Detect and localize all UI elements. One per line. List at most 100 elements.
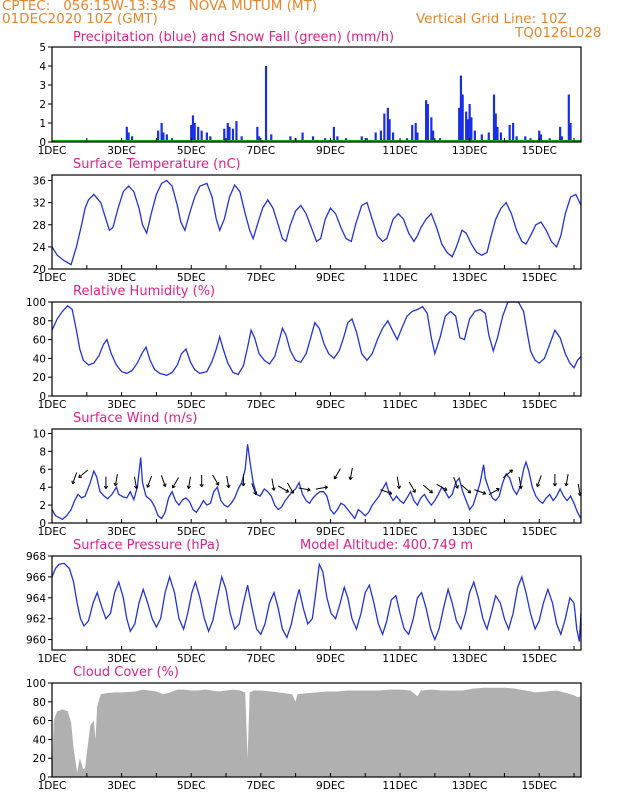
wind-arrow — [226, 475, 231, 489]
wind-arrow-head — [188, 485, 191, 489]
wind-arrow-head — [483, 490, 487, 495]
x-tick-label: 15DEC — [522, 526, 557, 538]
wind-arrow — [251, 483, 258, 496]
wind-arrow-shaft — [408, 481, 416, 493]
wind-arrow-shaft — [461, 484, 472, 494]
x-tick-label: 9DEC — [316, 399, 345, 411]
x-tick-label: 5DEC — [177, 653, 206, 665]
x-tick-label: 1DEC — [38, 145, 67, 157]
wind-arrow — [348, 467, 353, 481]
wind-arrow-head — [105, 485, 109, 489]
wind-arrow-head — [520, 485, 523, 489]
header-grid-note: Vertical Grid Line: 10Z — [416, 11, 567, 27]
x-tick-label: 13DEC — [452, 145, 487, 157]
wind-arrow-shaft — [502, 469, 513, 479]
wind-arrow — [502, 469, 513, 479]
x-tick-label: 1DEC — [38, 399, 67, 411]
wind-arrow — [271, 478, 276, 491]
header-code: TQ0126L028 — [515, 25, 602, 41]
wind-arrow — [186, 476, 192, 489]
wind-arrow-head — [349, 476, 353, 481]
y-tick-label: 8 — [39, 446, 46, 458]
panel-title: Relative Humidity (%) — [73, 284, 215, 299]
panel-5: Cloud Cover (%) 0 20 40 60 80 100 1DEC 3DEC 5DEC 7… — [26, 665, 582, 792]
wind-arrow — [474, 489, 487, 495]
wind-arrow-head — [273, 487, 276, 491]
y-tick-label: 40 — [33, 353, 46, 365]
x-tick-label: 5DEC — [177, 399, 206, 411]
x-tick-label: 13DEC — [452, 526, 487, 538]
wind-arrow — [146, 476, 152, 488]
wind-arrow — [78, 469, 89, 479]
plot-frame — [51, 174, 582, 270]
y-tick-label: 0 — [39, 391, 46, 403]
wind-arrow-shaft — [396, 476, 400, 489]
wind-arrow — [71, 472, 78, 485]
wind-arrow-shaft — [114, 474, 118, 487]
x-tick-label: 5DEC — [177, 780, 206, 792]
x-tick-label: 1DEC — [38, 780, 67, 792]
x-tick-label: 15DEC — [522, 145, 557, 157]
plot-frame — [51, 46, 582, 143]
x-tick-label: 7DEC — [246, 145, 275, 157]
y-tick-label: 966 — [26, 572, 46, 584]
y-tick-label: 2 — [39, 500, 46, 512]
y-tick-label: 1 — [39, 118, 46, 130]
x-tick-label: 11DEC — [382, 145, 417, 157]
x-tick-label: 7DEC — [246, 653, 275, 665]
wind-arrow-head — [389, 490, 393, 495]
wind-arrow — [212, 474, 220, 486]
wind-arrow-head — [565, 483, 569, 487]
y-tick-label: 3 — [39, 80, 46, 92]
wind-arrow-head — [536, 484, 541, 487]
wind-arrow — [333, 468, 341, 480]
wind-arrow-shaft — [298, 487, 311, 491]
wind-arrow — [298, 487, 311, 492]
wind-arrow — [286, 482, 295, 494]
x-tick-label: 11DEC — [382, 526, 417, 538]
y-tick-label: 2 — [39, 99, 46, 111]
x-tick-label: 7DEC — [246, 399, 275, 411]
series-line — [51, 562, 582, 642]
y-tick-label: 10 — [33, 428, 46, 440]
y-tick-label: 0 — [39, 137, 46, 149]
wind-arrow-head — [334, 477, 338, 480]
y-tick-label: 32 — [33, 198, 46, 210]
y-tick-label: 0 — [39, 772, 46, 784]
x-tick-label: 7DEC — [246, 272, 275, 284]
x-tick-label: 3DEC — [107, 653, 136, 665]
y-tick-label: 80 — [33, 316, 46, 328]
wind-arrow — [171, 477, 179, 489]
y-tick-label: 20 — [33, 753, 46, 765]
wind-arrow-shaft — [565, 474, 569, 487]
panel-4: Surface Pressure (hPa) Model Altitude: 40… — [26, 538, 582, 665]
wind-arrow-head — [201, 483, 204, 488]
wind-arrow-shaft — [172, 477, 179, 489]
x-tick-label: 9DEC — [316, 653, 345, 665]
wind-arrow-shaft — [422, 484, 433, 494]
panel-0: Precipitation (blue) and Snow Fall (gree… — [38, 30, 582, 157]
wind-arrow — [422, 484, 433, 494]
x-tick-label: 13DEC — [452, 272, 487, 284]
y-tick-label: 4 — [39, 482, 46, 494]
wind-arrow — [103, 476, 109, 489]
x-tick-label: 11DEC — [382, 780, 417, 792]
wind-arrow-shaft — [271, 478, 275, 491]
series-line — [51, 444, 582, 521]
x-tick-label: 1DEC — [38, 272, 67, 284]
x-tick-label: 9DEC — [316, 145, 345, 157]
x-tick-label: 3DEC — [107, 145, 136, 157]
wind-arrow — [518, 476, 523, 489]
wind-arrow — [564, 474, 569, 487]
wind-arrow — [488, 488, 500, 496]
x-tick-label: 15DEC — [522, 653, 557, 665]
panel-title: Surface Wind (m/s) — [73, 411, 197, 426]
plot-frame — [51, 555, 582, 651]
panel-title: Surface Temperature (nC) — [73, 157, 241, 172]
wind-arrow — [436, 483, 448, 491]
wind-arrow-head — [431, 489, 433, 493]
x-tick-label: 1DEC — [38, 653, 67, 665]
wind-arrow-head — [307, 487, 311, 491]
wind-arrow-head — [457, 485, 459, 489]
x-tick-label: 13DEC — [452, 653, 487, 665]
